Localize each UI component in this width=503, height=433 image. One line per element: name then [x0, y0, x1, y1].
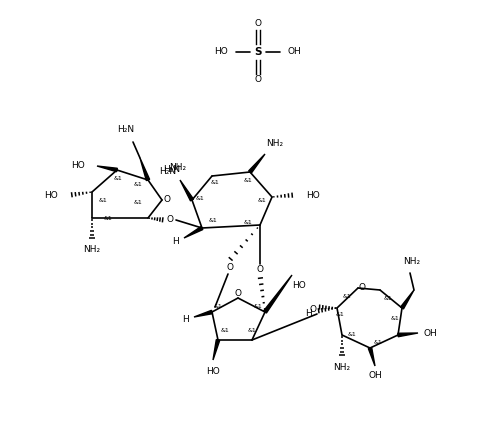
Text: &1: &1	[134, 182, 142, 187]
Text: O: O	[255, 19, 262, 29]
Polygon shape	[97, 166, 117, 172]
Polygon shape	[398, 333, 418, 337]
Text: O: O	[255, 75, 262, 84]
Text: &1: &1	[336, 313, 345, 317]
Text: &1: &1	[374, 339, 382, 345]
Polygon shape	[368, 348, 375, 366]
Text: &1: &1	[209, 217, 217, 223]
Text: &1: &1	[384, 295, 392, 301]
Text: HO: HO	[44, 191, 58, 200]
Text: &1: &1	[196, 196, 204, 200]
Text: H: H	[306, 308, 312, 317]
Text: &1: &1	[114, 175, 122, 181]
Text: NH₂: NH₂	[83, 246, 101, 255]
Text: &1: &1	[348, 333, 356, 337]
Text: OH: OH	[288, 48, 302, 56]
Polygon shape	[140, 158, 150, 181]
Text: O: O	[166, 216, 174, 224]
Text: &1: &1	[254, 304, 263, 308]
Text: H: H	[173, 237, 180, 246]
Text: &1: &1	[134, 200, 142, 204]
Text: O: O	[257, 265, 264, 275]
Text: &1: &1	[391, 316, 399, 320]
Polygon shape	[194, 310, 212, 317]
Text: &1: &1	[258, 197, 267, 203]
Text: H: H	[183, 316, 189, 324]
Text: H₂N: H₂N	[117, 126, 135, 135]
Text: H₂N: H₂N	[163, 165, 180, 174]
Text: NH₂: NH₂	[403, 258, 421, 266]
Text: &1: &1	[104, 216, 112, 220]
Text: H₂N: H₂N	[159, 168, 177, 177]
Text: NH₂: NH₂	[333, 362, 351, 372]
Text: O: O	[359, 284, 366, 293]
Text: O: O	[226, 264, 233, 272]
Text: &1: &1	[243, 220, 253, 224]
Text: HO: HO	[214, 48, 228, 56]
Polygon shape	[213, 339, 220, 360]
Text: OH: OH	[423, 329, 437, 337]
Text: &1: &1	[211, 180, 219, 184]
Polygon shape	[400, 290, 414, 309]
Text: NH₂: NH₂	[170, 164, 187, 172]
Text: HO: HO	[292, 281, 306, 290]
Text: NH₂: NH₂	[267, 139, 284, 149]
Text: &1: &1	[221, 327, 229, 333]
Text: &1: &1	[247, 327, 257, 333]
Polygon shape	[184, 226, 203, 238]
Text: &1: &1	[343, 294, 352, 298]
Text: HO: HO	[206, 368, 220, 377]
Text: S: S	[254, 47, 262, 57]
Text: &1: &1	[214, 304, 222, 308]
Polygon shape	[180, 180, 194, 201]
Text: O: O	[309, 306, 316, 314]
Text: HO: HO	[306, 191, 320, 200]
Text: OH: OH	[368, 372, 382, 381]
Text: &1: &1	[243, 178, 253, 182]
Polygon shape	[248, 154, 265, 173]
Text: O: O	[234, 290, 241, 298]
Text: O: O	[163, 196, 171, 204]
Polygon shape	[264, 275, 292, 313]
Text: HO: HO	[71, 162, 85, 171]
Text: &1: &1	[99, 197, 107, 203]
